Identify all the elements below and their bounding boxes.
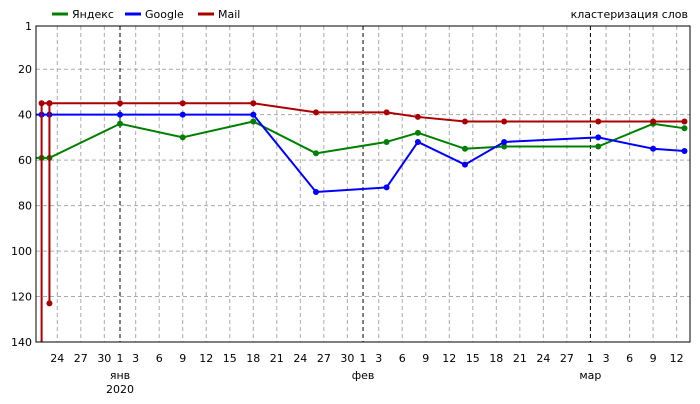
data-point [179, 134, 186, 141]
legend-label: Mail [218, 8, 240, 21]
x-tick-label: 21 [270, 352, 284, 365]
y-tick-label: 100 [11, 245, 32, 258]
x-tick-label: 15 [223, 352, 237, 365]
x-tick-label: 27 [317, 352, 331, 365]
data-point [46, 100, 53, 107]
x-tick-label: 21 [513, 352, 527, 365]
x-tick-label: 24 [293, 352, 307, 365]
data-point [179, 100, 186, 107]
series-Mail [38, 100, 688, 342]
x-tick-label: 24 [536, 352, 550, 365]
y-tick-label: 120 [11, 291, 32, 304]
y-tick-label: 40 [18, 109, 32, 122]
x-tick-label: 3 [603, 352, 610, 365]
data-point [650, 118, 657, 125]
series-line [40, 102, 685, 342]
year-label: 2020 [106, 383, 134, 396]
x-tick-label: 12 [199, 352, 213, 365]
chart-title: кластеризация слов [571, 8, 688, 21]
data-point [414, 138, 421, 145]
x-tick-label: 9 [179, 352, 186, 365]
series-Яндекс [36, 118, 688, 161]
data-point [461, 145, 468, 152]
y-tick-label: 140 [11, 336, 32, 349]
data-point [461, 161, 468, 168]
x-tick-label: 27 [560, 352, 574, 365]
data-point [681, 125, 688, 132]
x-tick-label: 30 [340, 352, 354, 365]
data-point [250, 100, 257, 107]
data-point [117, 120, 123, 127]
x-tick-label: 30 [97, 352, 111, 365]
y-tick-label: 60 [18, 154, 32, 167]
y-tick-label: 1 [25, 20, 32, 33]
grid [36, 26, 690, 342]
x-tick-label: 24 [50, 352, 64, 365]
data-point [313, 150, 319, 157]
x-tick-label: 3 [375, 352, 382, 365]
data-point [595, 134, 602, 141]
data-point [117, 111, 123, 118]
legend: Яндекс Google Mail [52, 8, 240, 21]
legend-label: Яндекс [72, 8, 114, 21]
x-tick-label: 1 [360, 352, 367, 365]
data-point [414, 113, 421, 120]
data-point [595, 118, 602, 125]
data-point [414, 129, 421, 136]
x-tick-label: 27 [74, 352, 88, 365]
data-point [250, 118, 257, 125]
data-point [313, 109, 319, 116]
month-label: янв [110, 369, 130, 382]
plot-frame [35, 25, 691, 343]
series-line [36, 120, 685, 159]
x-tick-label: 12 [442, 352, 456, 365]
y-tick-label: 80 [18, 200, 32, 213]
x-tick-label: 1 [117, 352, 124, 365]
series-layer [36, 100, 688, 342]
month-label: мар [579, 369, 601, 382]
x-tick-label: 9 [422, 352, 429, 365]
x-tick-label: 12 [670, 352, 684, 365]
x-tick-label: 6 [399, 352, 406, 365]
data-point [501, 118, 508, 125]
data-point [461, 118, 468, 125]
x-axis: 24 27 30 1 3 6 9 12 15 18 21 24 27 30 1 3 6 9 12 15 18 21 24 27… [50, 352, 683, 382]
x-tick-label: 9 [650, 352, 657, 365]
month-label: фев [352, 369, 375, 382]
data-point [650, 145, 657, 152]
legend-label: Google [145, 8, 184, 21]
data-point [681, 148, 688, 155]
series-line [36, 113, 685, 193]
data-point [46, 300, 53, 307]
x-tick-label: 6 [156, 352, 163, 365]
x-tick-label: 18 [246, 352, 260, 365]
data-point [179, 111, 186, 118]
data-point [117, 100, 123, 107]
x-tick-label: 1 [587, 352, 594, 365]
x-tick-label: 18 [489, 352, 503, 365]
data-point [501, 143, 508, 150]
data-point [383, 184, 390, 191]
x-tick-label: 15 [466, 352, 480, 365]
series-Google [36, 111, 688, 195]
data-point [595, 143, 602, 150]
data-point [383, 138, 390, 145]
data-point [250, 111, 257, 118]
data-point [681, 118, 688, 125]
data-point [313, 188, 319, 195]
x-tick-label: 3 [132, 352, 139, 365]
x-tick-label: 6 [626, 352, 633, 365]
data-point [383, 109, 390, 116]
data-point [501, 138, 508, 145]
data-point [38, 100, 45, 107]
y-tick-label: 20 [18, 63, 32, 76]
